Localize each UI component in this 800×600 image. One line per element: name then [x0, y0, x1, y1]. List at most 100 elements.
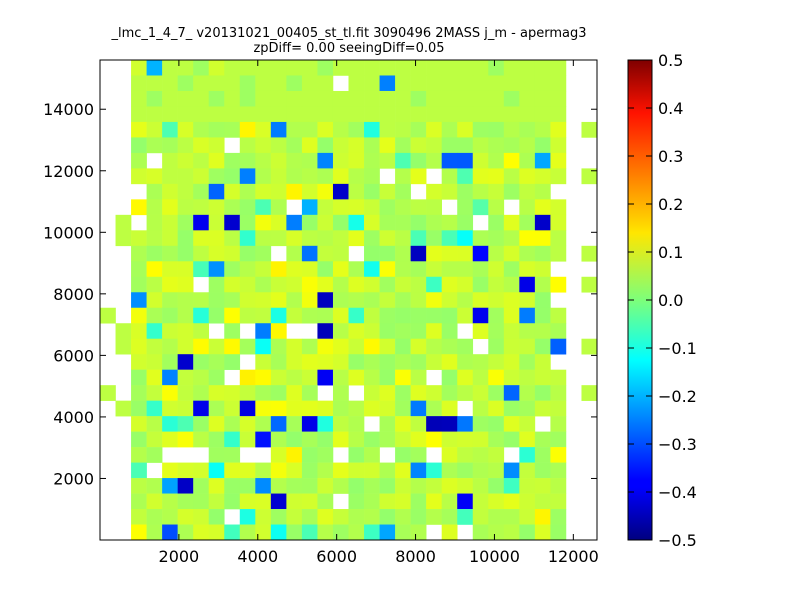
- heatmap-cell: [255, 385, 272, 401]
- heatmap-cell: [457, 168, 474, 185]
- heatmap-cell: [364, 183, 380, 200]
- y-tick-label: 14000: [43, 100, 94, 119]
- heatmap-cell: [177, 509, 194, 525]
- y-tick-label: 10000: [43, 223, 94, 242]
- colorbar-tick-label: 0.3: [658, 147, 683, 166]
- x-tick-label: 2000: [159, 547, 200, 566]
- heatmap-cell: [395, 354, 411, 370]
- heatmap-cell: [286, 75, 303, 92]
- heatmap-cell: [270, 276, 287, 293]
- heatmap-cell: [270, 106, 287, 123]
- heatmap-cell: [193, 385, 210, 401]
- heatmap-cell: [286, 60, 303, 76]
- heatmap-cell: [503, 90, 520, 107]
- heatmap-cell: [255, 121, 272, 138]
- heatmap-cell: [364, 369, 380, 386]
- heatmap-cell: [441, 323, 458, 340]
- heatmap-cell: [441, 245, 458, 262]
- heatmap-cell: [162, 276, 178, 293]
- heatmap-cell: [364, 400, 380, 417]
- heatmap-cell: [239, 400, 256, 417]
- heatmap-cell: [177, 493, 194, 510]
- heatmap-cell: [364, 509, 380, 525]
- heatmap-cell: [131, 245, 147, 262]
- heatmap-cell: [348, 509, 365, 525]
- heatmap-cell: [534, 245, 551, 262]
- heatmap-cell: [395, 183, 411, 200]
- heatmap-cell: [270, 524, 287, 541]
- heatmap-cell: [395, 137, 411, 154]
- heatmap-cell: [472, 199, 489, 216]
- heatmap-cell: [224, 199, 241, 216]
- heatmap-cell: [317, 462, 334, 479]
- heatmap-cell: [146, 354, 163, 370]
- heatmap-cell: [550, 307, 567, 324]
- heatmap-cell: [239, 183, 256, 200]
- heatmap-cell: [534, 509, 551, 525]
- heatmap-cell: [457, 447, 474, 463]
- heatmap-cell: [317, 338, 334, 355]
- heatmap-cell: [426, 183, 442, 200]
- heatmap-cell: [550, 478, 567, 494]
- heatmap-cell: [410, 137, 427, 154]
- y-tick-label: 2000: [53, 469, 94, 488]
- heatmap-cell: [146, 183, 163, 200]
- heatmap-cell: [270, 431, 287, 448]
- heatmap-cell: [131, 462, 147, 479]
- heatmap-cell: [519, 90, 536, 107]
- heatmap-cell: [426, 230, 442, 247]
- heatmap-cell: [193, 199, 210, 216]
- heatmap-cell: [193, 462, 210, 479]
- heatmap-cell: [348, 90, 365, 107]
- heatmap-cell: [519, 307, 536, 324]
- heatmap-cell: [239, 416, 256, 432]
- heatmap-cell: [503, 307, 520, 324]
- heatmap-cell: [162, 199, 178, 216]
- heatmap-cell: [146, 292, 163, 309]
- heatmap-cell: [301, 183, 318, 200]
- heatmap-cell: [177, 261, 194, 278]
- heatmap-cell: [270, 385, 287, 401]
- heatmap-cell: [224, 292, 241, 309]
- heatmap-cell: [131, 137, 147, 154]
- heatmap-cell: [348, 338, 365, 355]
- heatmap-cell: [317, 276, 334, 293]
- heatmap-cell: [364, 354, 380, 370]
- heatmap-cell: [224, 230, 241, 247]
- heatmap-cell: [255, 369, 272, 386]
- heatmap-cell: [255, 106, 272, 123]
- heatmap-cell: [472, 493, 489, 510]
- heatmap-cell: [208, 214, 225, 231]
- heatmap-cell: [550, 447, 567, 463]
- heatmap-cell: [441, 137, 458, 154]
- heatmap-cell: [224, 152, 241, 169]
- heatmap-cell: [426, 245, 442, 262]
- heatmap-cell: [317, 60, 334, 76]
- heatmap-cell: [162, 230, 178, 247]
- heatmap-cell: [224, 245, 241, 262]
- heatmap-cell: [146, 137, 163, 154]
- heatmap-cell: [317, 90, 334, 107]
- heatmap-cell: [224, 168, 241, 185]
- heatmap-cell: [224, 338, 241, 355]
- colorbar-tick-label: −0.4: [658, 483, 697, 502]
- heatmap-cell: [317, 307, 334, 324]
- heatmap-cell: [146, 75, 163, 92]
- heatmap-cell: [379, 121, 396, 138]
- heatmap-cell: [457, 121, 474, 138]
- heatmap-cell: [472, 230, 489, 247]
- heatmap-cell: [255, 416, 272, 432]
- heatmap-cell: [395, 214, 411, 231]
- heatmap-cell: [348, 106, 365, 123]
- heatmap-cell: [255, 230, 272, 247]
- heatmap-cell: [364, 462, 380, 479]
- heatmap-cell: [488, 462, 505, 479]
- heatmap-cell: [301, 400, 318, 417]
- heatmap-cell: [457, 369, 474, 386]
- heatmap-cell: [395, 431, 411, 448]
- heatmap-cell: [301, 137, 318, 154]
- heatmap-cell: [131, 261, 147, 278]
- heatmap-cell: [503, 230, 520, 247]
- heatmap-cell: [534, 152, 551, 169]
- heatmap-cell: [426, 90, 442, 107]
